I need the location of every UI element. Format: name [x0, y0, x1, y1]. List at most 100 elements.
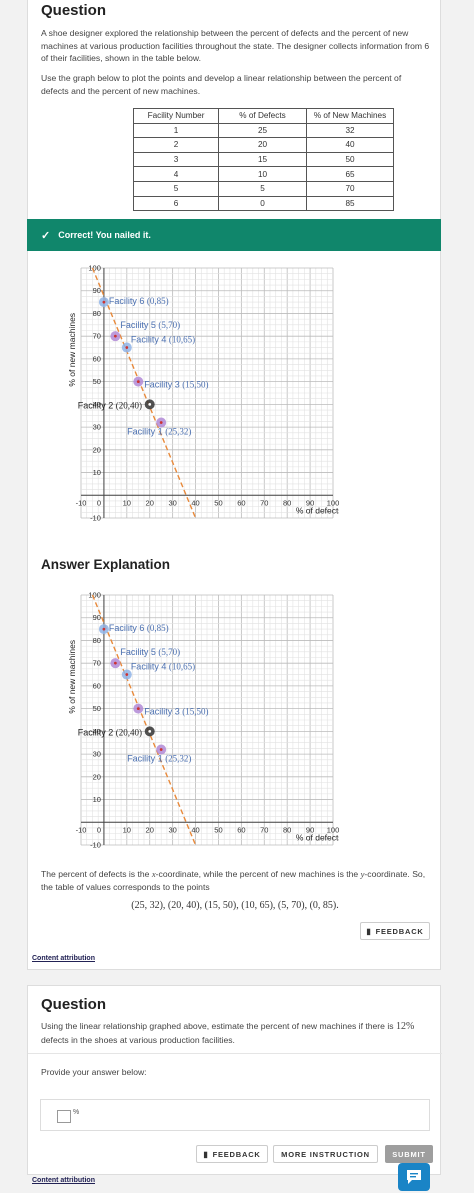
data-point-center — [102, 627, 106, 631]
point-label-name: Facility 3 — [144, 707, 182, 717]
y-tick-label: 60 — [93, 354, 101, 363]
x-tick-label: 100 — [327, 498, 339, 507]
y-tick-label: 90 — [93, 613, 101, 622]
comment-icon: ▮ — [366, 926, 372, 936]
y-tick-label: 30 — [93, 750, 101, 759]
point-label-coord: (25,32) — [165, 754, 191, 764]
x-tick-label: 80 — [283, 825, 291, 834]
x-tick-label: 10 — [123, 825, 131, 834]
x-tick-label: 50 — [214, 498, 222, 507]
y-tick-label: 30 — [93, 423, 101, 432]
y-tick-label: -10 — [90, 841, 101, 850]
explanation-text: The percent of defects is the x-coordina… — [41, 868, 431, 893]
chat-button[interactable] — [398, 1163, 430, 1191]
table-cell: 65 — [306, 166, 394, 182]
chart-svg: -10 0 10 20 30 40 50 60 70 80 90 100 -10 10 20 30 40 50 60… — [67, 591, 343, 850]
table-cell: 5 — [218, 180, 307, 197]
y-tick-label: 20 — [93, 445, 101, 454]
table-cell: 5 — [133, 180, 219, 197]
y-tick-label: 40 — [93, 727, 101, 736]
more-instruction-button[interactable]: MORE INSTRUCTION — [273, 1145, 378, 1163]
question-text-part: Using the linear relationship graphed ab… — [41, 1021, 396, 1031]
y-tick-label: 60 — [93, 681, 101, 690]
chat-icon — [407, 1170, 421, 1184]
y-tick-label: 100 — [88, 591, 101, 600]
table-cell: 20 — [218, 137, 307, 153]
submit-button[interactable]: SUBMIT — [385, 1145, 433, 1163]
point-label-coord: (0,85) — [147, 623, 169, 633]
trend-line — [91, 267, 197, 519]
table-row: 2 20 40 — [133, 137, 394, 153]
x-tick-label: 70 — [260, 825, 268, 834]
content-attribution-link[interactable]: Content attribution — [32, 955, 95, 962]
table-row: 5 5 70 — [133, 180, 394, 197]
x-tick-label: 40 — [191, 498, 199, 507]
feedback-button[interactable]: ▮ FEEDBACK — [360, 922, 430, 940]
data-point-center — [148, 729, 152, 733]
point-label-coord: (25,32) — [165, 427, 191, 437]
point-label-coord: (20,40) — [116, 400, 142, 410]
table-row: 6 0 85 — [133, 195, 394, 212]
table-cell: 32 — [306, 122, 394, 139]
data-point-center — [113, 661, 117, 665]
point-label-coord: (0,85) — [147, 296, 169, 306]
table-cell: 85 — [306, 195, 394, 212]
content-attribution-link[interactable]: Content attribution — [32, 1177, 95, 1184]
table-cell: 25 — [218, 122, 307, 139]
table-cell: 4 — [133, 166, 219, 182]
y-tick-label: 50 — [93, 377, 101, 386]
answer-area: % — [40, 1099, 430, 1131]
question-paragraph: A shoe designer explored the relationshi… — [41, 28, 430, 63]
x-tick-label: 0 — [97, 825, 101, 834]
y-tick-label: 10 — [93, 468, 101, 477]
question-card-2: Question Using the linear relationship g… — [27, 985, 442, 1175]
grid — [80, 594, 334, 846]
data-point-center — [125, 346, 129, 349]
y-tick-label: 70 — [93, 332, 101, 341]
point-label: Facility 3 (15,50) — [144, 380, 208, 390]
answer-prompt: Provide your answer below: — [41, 1067, 147, 1077]
y-tick-label: 20 — [93, 772, 101, 781]
feedback-button[interactable]: ▮ FEEDBACK — [196, 1145, 268, 1163]
point-label: Facility 4 (10,65) — [131, 335, 195, 345]
defect-value: 12% — [395, 1021, 415, 1032]
facility-table: Facility Number % of Defects % of New Ma… — [133, 108, 394, 212]
x-tick-label: 40 — [191, 825, 199, 834]
data-point-center — [125, 673, 129, 676]
y-axis-label: % of new machines — [67, 640, 77, 714]
answer-graph[interactable]: -10 0 10 20 30 40 50 60 70 80 90 100 -10 10 20 30 40 50 60… — [67, 262, 343, 524]
point-label-coord: (5,70) — [158, 320, 180, 330]
points-list: (25, 32), (20, 40), (15, 50), (10, 65), … — [131, 900, 339, 911]
point-label: Facility 1 (25,32) — [127, 754, 191, 764]
data-point-center — [113, 334, 117, 338]
answer-input[interactable] — [57, 1110, 71, 1123]
x-tick-label: 30 — [168, 825, 176, 834]
x-tick-label: 100 — [327, 825, 339, 834]
trend-line — [91, 594, 197, 846]
y-tick-label: 70 — [93, 659, 101, 668]
grid — [80, 267, 334, 519]
point-label-name: Facility 1 — [127, 754, 165, 764]
table-cell: 0 — [218, 195, 307, 212]
point-label-name: Facility 5 — [120, 647, 158, 657]
table-row: 4 10 65 — [133, 166, 394, 182]
point-label-coord: (5,70) — [158, 647, 180, 657]
question-heading: Question — [41, 2, 107, 19]
data-point-center — [159, 748, 163, 751]
y-tick-label: 80 — [93, 309, 101, 318]
x-tick-label: 70 — [260, 498, 268, 507]
table-header: Facility Number — [133, 108, 219, 124]
point-label-coord: (15,50) — [182, 707, 208, 717]
x-tick-label: -10 — [76, 825, 87, 834]
explanation-graph: -10 0 10 20 30 40 50 60 70 80 90 100 -10 10 20 30 40 50 60… — [67, 589, 343, 851]
divider — [28, 1053, 442, 1054]
point-label-name: Facility 6 — [109, 623, 147, 633]
correct-banner: ✓ Correct! You nailed it. — [27, 219, 441, 251]
table-header-row: Facility Number % of Defects % of New Ma… — [133, 108, 394, 124]
comment-icon: ▮ — [203, 1149, 209, 1159]
data-point-center — [136, 707, 140, 711]
feedback-label: FEEDBACK — [375, 926, 424, 936]
explanation-text-part: The percent of defects is the — [41, 869, 152, 879]
table-header: % of Defects — [218, 108, 307, 124]
point-label: Facility 6 (0,85) — [109, 296, 169, 306]
